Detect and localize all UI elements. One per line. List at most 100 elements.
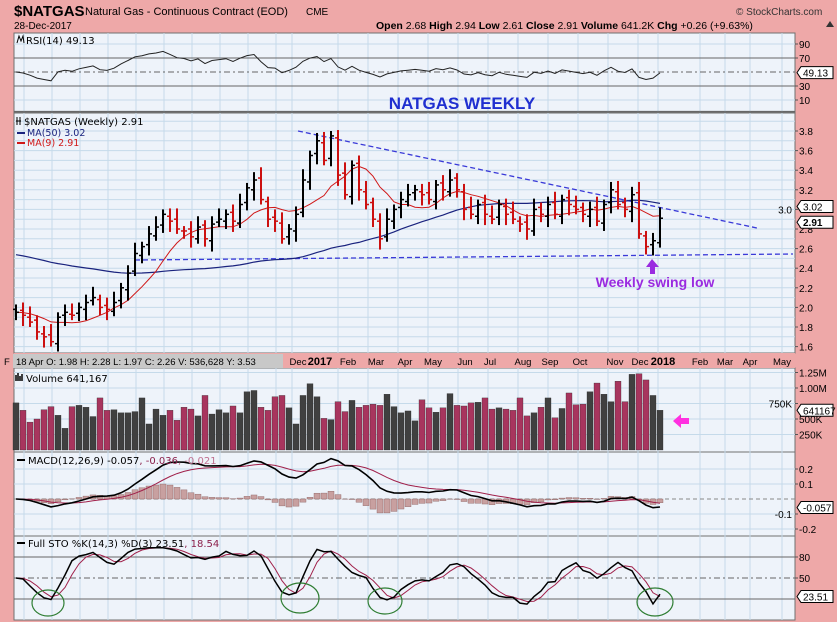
volume-bar [138,397,146,451]
month-label: Feb [340,357,356,368]
month-label: Apr [743,357,758,368]
price-bar [447,169,453,197]
price-bar [97,294,103,316]
price-bar [223,209,229,229]
price-bar [587,201,593,228]
macd-badge-box [796,501,834,515]
volume-bar [40,409,48,451]
price-bar [475,199,481,225]
volume-bar [117,412,125,451]
macd-tick-label: -0.1 [775,510,793,521]
price-bar [27,306,33,327]
price-bar [153,216,159,241]
symbol: $NATGAS [14,3,85,20]
price-bar [440,175,446,201]
volume-bar [82,407,90,451]
volume-bar [334,401,342,451]
price-bar [132,242,138,277]
close-value: 2.91 [558,20,579,32]
volume-bar [285,407,293,451]
price-bar [209,216,215,252]
rsi-tick-label: 90 [799,40,811,51]
price-bar [531,198,537,236]
price-bar [615,180,621,210]
macd-histogram-bar [313,492,321,500]
volume-bar [509,410,517,451]
volume-bar [89,416,97,451]
macd-line [15,457,661,509]
macd-label: MACD(12,26,9) -0.057, -0.036, -0.021 [28,456,217,467]
macd-histogram-bar [306,497,314,500]
macd-histogram-bar [236,497,244,500]
volume-bar [187,408,195,451]
chart-date: 28-Dec-2017 [14,21,72,32]
volume-bar [299,395,307,451]
volume-bar [47,406,55,451]
volume-bar [432,412,440,451]
price-bar [321,131,327,166]
chart-marks [12,50,794,617]
volume-bar [264,410,272,451]
ma50-badge: 3.02 [803,202,823,213]
ma50-badge-box [796,199,834,213]
volume-bar [341,411,349,451]
ma50-line [15,199,661,274]
price-bar [608,181,614,214]
volume-bar [467,402,475,451]
magenta-arrow-icon [673,414,689,428]
volume-label: Volume [581,20,618,32]
price-label: $NATGAS (Weekly) 2.91 [24,117,143,128]
macd-histogram-bar [250,494,258,500]
open-label: Open [376,20,403,32]
volume-bar [257,407,265,451]
macd-badge: -0.057 [803,504,832,515]
rsi-tick-label: 10 [799,96,811,107]
volume-bar [26,421,34,451]
price-bar [188,221,194,248]
volume-bar [201,395,209,451]
volume-bar [495,407,503,451]
price-bar [580,202,586,223]
price-bar [41,326,47,348]
date-axis: Dec 2017 Feb Mar Apr May Jun Jul Aug Sep Oct Nov Dec… [290,356,792,368]
volume-bar [579,403,587,451]
price-bar [510,201,516,225]
macd-histogram-bar [215,497,223,500]
price-bar [370,197,376,228]
price-bar [160,209,166,233]
rsi-icon [16,34,25,44]
volume-bar [173,420,181,451]
price-bar [482,194,488,226]
instrument-name: Natural Gas - Continuous Contract (EOD) [85,6,288,18]
macd-histogram-bar [544,498,552,501]
volume-bar [593,382,601,451]
macd-histogram-bar [411,498,419,505]
price-bar [636,181,642,239]
volume-bar [586,391,594,451]
natgas-weekly-title: NATGAS WEEKLY [389,94,536,113]
macd-histogram-bar [460,498,468,502]
volume-badge-box [796,403,834,417]
volume-bar [404,410,412,451]
price-bar [48,324,54,347]
volume-bar [481,397,489,451]
ma50-label: MA(50) 3.02 [27,128,85,139]
macd-histogram-bar [320,492,328,500]
month-label: Mar [717,357,733,368]
macd-histogram-bar [271,498,279,503]
price-bar [314,132,320,165]
price-bar [503,198,509,226]
price-bar [174,208,180,234]
price-bar [496,199,502,226]
volume-bar [243,391,251,451]
volume-bar [460,405,468,451]
volume-bar [61,428,69,451]
volume-bar [453,405,461,451]
volume-bar [33,418,41,451]
chg-label: Chg [657,20,677,32]
macd-histogram-bar [558,497,566,500]
price-tick-label: 3.0 [778,205,792,216]
volume-bar [313,396,321,451]
volume-bar [439,407,447,451]
macd-histogram-bar [488,498,496,505]
